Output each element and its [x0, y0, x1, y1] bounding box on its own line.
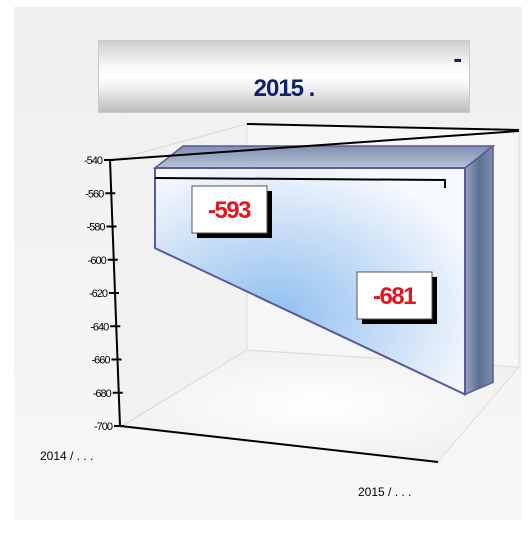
data-labels: -593 -681: [191, 185, 437, 324]
data-label-1: -681: [373, 283, 416, 310]
area-marker-line: [154, 177, 446, 188]
y-axis: -540 -560 -580 -600 -620 -640 -660 -680 -700: [84, 123, 520, 463]
y-tick-label-4: -620: [89, 288, 108, 300]
y-tick-label-1: -560: [85, 188, 104, 200]
data-label-0: -593: [208, 197, 251, 224]
chart-title-box: - 2015 .: [98, 40, 470, 113]
chart-title-dash: -: [453, 43, 462, 73]
y-tick-label-3: -600: [88, 255, 107, 267]
area-top-face: [152, 145, 496, 169]
back-top-line: [246, 123, 520, 131]
y-tick-label-5: -640: [90, 321, 109, 333]
y-tick-label-8: -700: [94, 421, 113, 433]
x-axis-line: [119, 425, 439, 463]
data-label-box-1: [356, 271, 433, 320]
y-tick-label-0: -540: [84, 155, 103, 167]
chart-title: 2015 .: [253, 75, 316, 102]
y-tick-label-6: -660: [91, 355, 110, 367]
x-category-label-0: 2014 / . . .: [40, 449, 93, 463]
top-edge-line: [109, 130, 520, 161]
x-axis-categories: 2014 / . . . 2015 / . . .: [40, 449, 411, 499]
y-tick-label-7: -680: [93, 388, 112, 400]
area-side-face: [464, 144, 494, 396]
data-label-box-0: [191, 185, 268, 234]
x-category-label-1: 2015 / . . .: [358, 485, 411, 499]
y-tick-label-2: -580: [86, 222, 105, 234]
